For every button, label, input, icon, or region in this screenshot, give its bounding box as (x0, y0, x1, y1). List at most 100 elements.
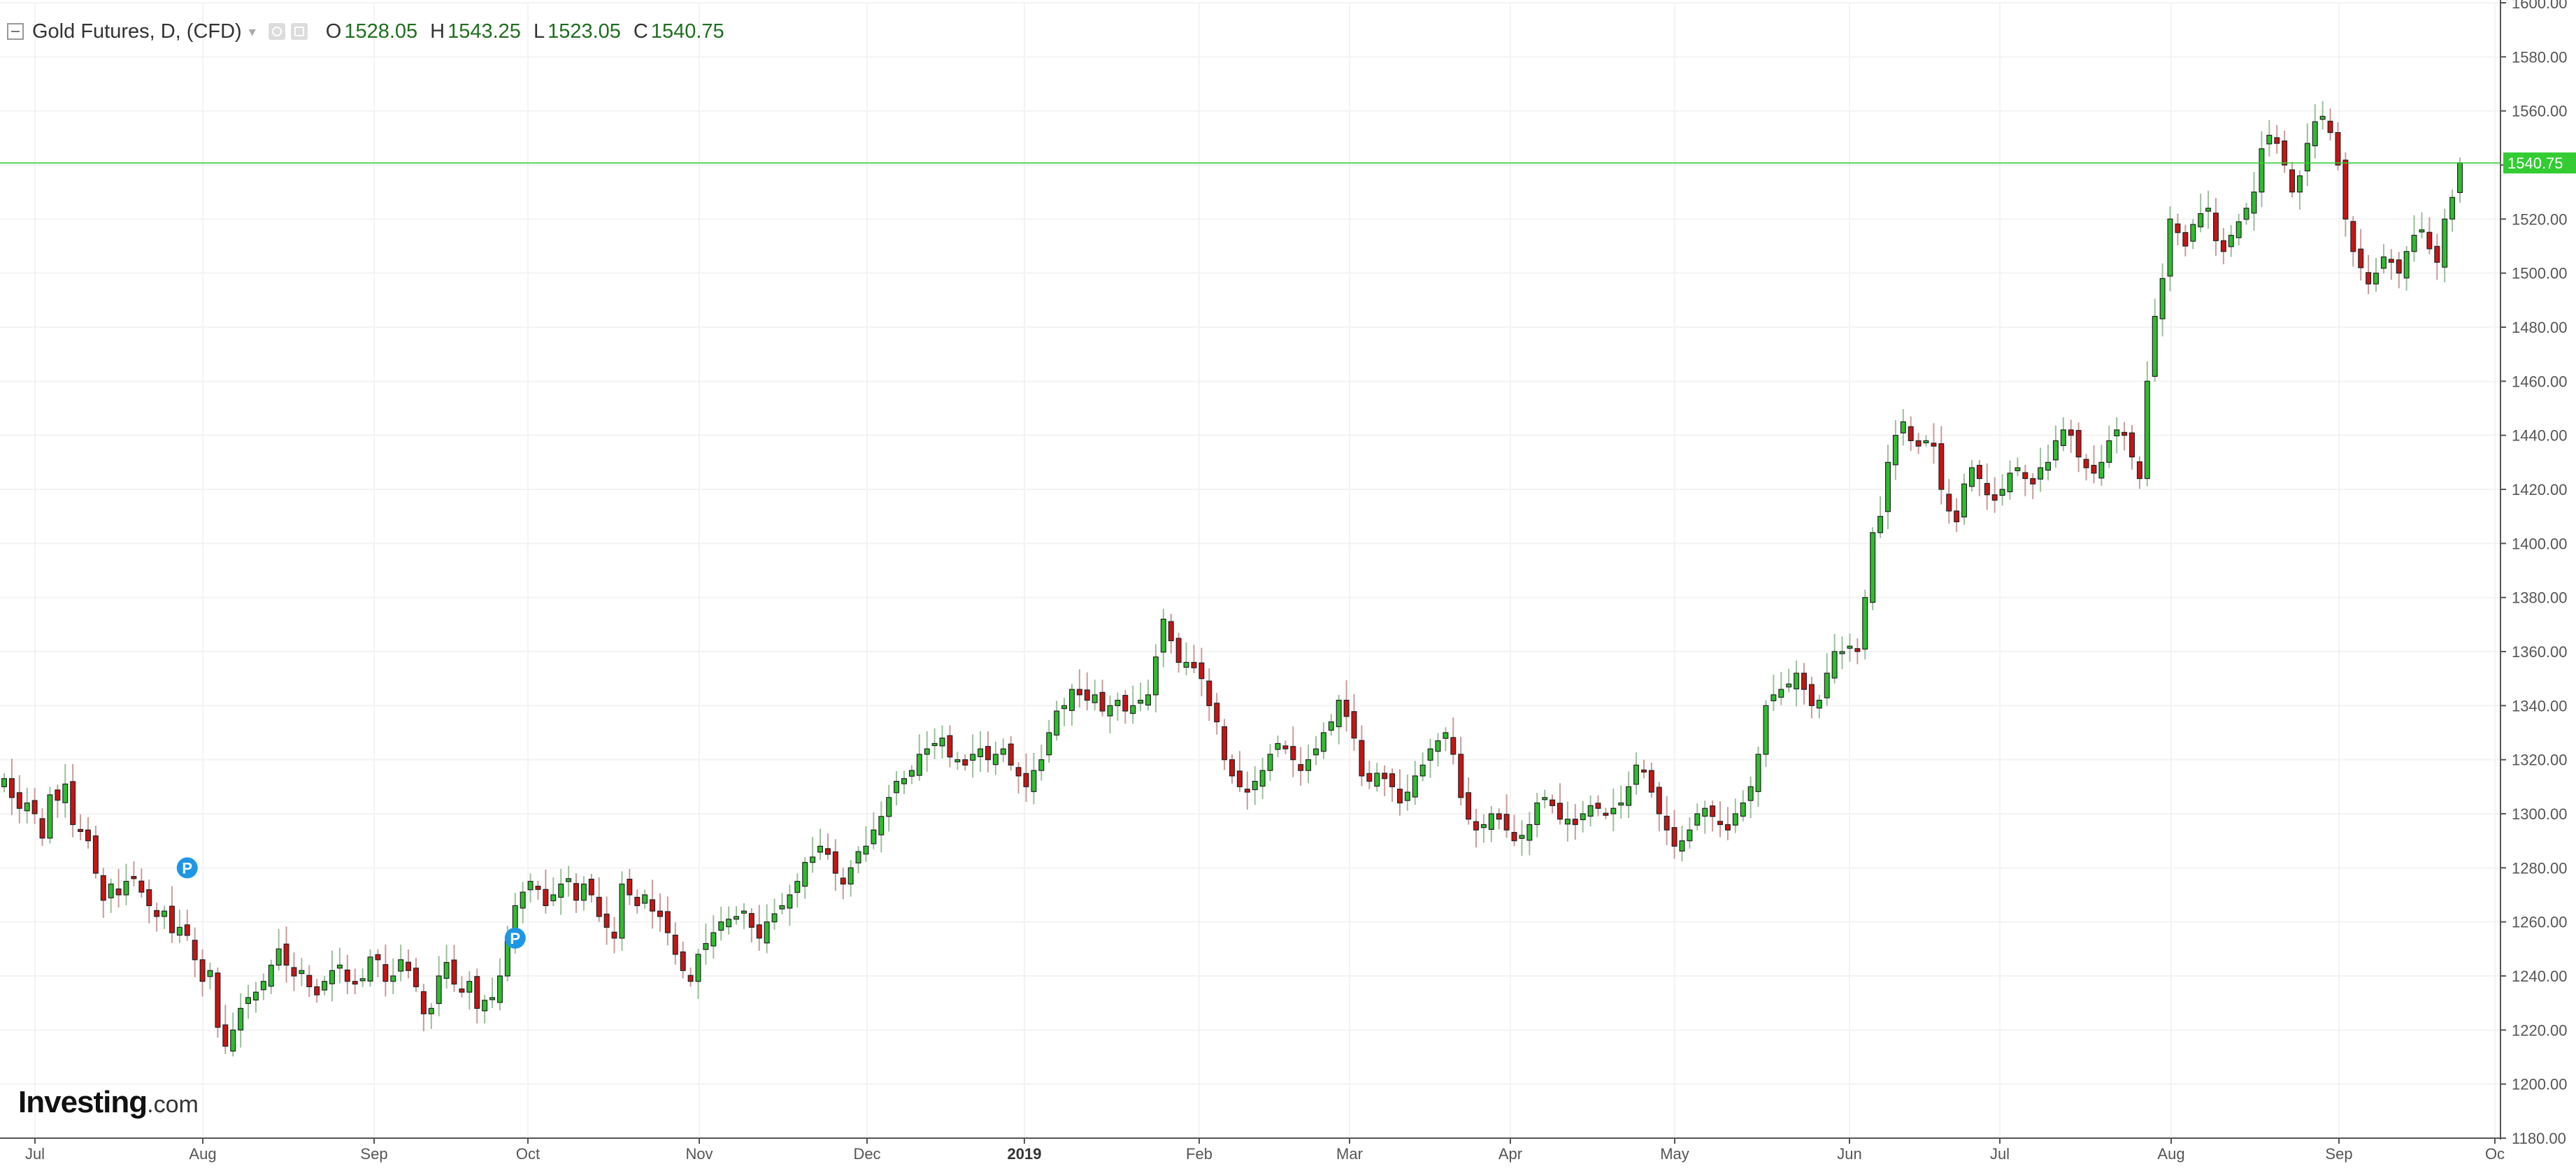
candle-body (8, 778, 15, 798)
candle-body (642, 894, 648, 904)
candle-body (1648, 770, 1654, 793)
candle (1724, 807, 1731, 840)
candle (954, 752, 961, 770)
candle (62, 763, 69, 818)
candle (2015, 457, 2021, 477)
symbol-label[interactable]: Gold Futures, D, (CFD) (32, 20, 242, 43)
candle-body (138, 880, 145, 893)
candle (291, 952, 297, 991)
candle (1648, 762, 1654, 798)
candle-body (1870, 532, 1876, 603)
candle-body (1152, 656, 1159, 696)
chevron-down-icon[interactable]: ▾ (248, 24, 256, 40)
candle-body (1267, 754, 1273, 771)
candle (2373, 258, 2380, 292)
candle-body (2007, 473, 2013, 493)
candle-body (2167, 218, 2173, 277)
candle (459, 976, 465, 998)
candle (1534, 792, 1540, 838)
candle (1550, 794, 1556, 814)
candle (2235, 213, 2242, 246)
candle-body (2434, 245, 2440, 263)
candle (771, 898, 778, 930)
candle (1343, 680, 1350, 732)
event-marker[interactable]: P (504, 927, 526, 949)
settings-icon[interactable] (290, 23, 308, 40)
candle-body (1687, 829, 1693, 842)
candle (726, 906, 732, 935)
candle (85, 817, 91, 849)
candle (871, 812, 877, 849)
marker-circle (504, 927, 526, 949)
candle (1854, 638, 1861, 665)
candle-body (687, 975, 694, 982)
candle (1038, 745, 1045, 781)
candle (192, 927, 198, 977)
candle-body (420, 991, 427, 1014)
candle (1488, 805, 1494, 842)
candle (1702, 800, 1708, 834)
candle (1435, 733, 1441, 767)
candle-body (1488, 813, 1494, 831)
candle-body (1396, 789, 1403, 804)
candle-body (1755, 754, 1761, 792)
candle (2449, 189, 2456, 232)
candle (78, 814, 84, 840)
candle (740, 903, 747, 930)
candle (2327, 108, 2333, 141)
candle (1991, 477, 1998, 513)
candle (1786, 668, 1792, 693)
candle-body (1640, 769, 1647, 773)
candle-body (1564, 819, 1570, 825)
candle (1061, 698, 1068, 726)
candle-body (695, 954, 701, 982)
candle-body (2380, 256, 2387, 269)
candle (55, 784, 61, 818)
candle-body (1054, 710, 1060, 736)
candle-body (894, 780, 900, 793)
candle-body (771, 913, 778, 923)
candle-body (1023, 773, 1029, 787)
investing-logo: Investing.com (18, 1085, 199, 1119)
candle (817, 828, 824, 861)
x-tick-label: Oc (2485, 1145, 2505, 1163)
candle (619, 871, 625, 951)
candle-body (1435, 740, 1441, 752)
candle (2319, 101, 2326, 130)
candle (1443, 727, 1449, 752)
candle (1885, 445, 1891, 529)
candle-body (2342, 159, 2349, 220)
candle (1222, 719, 1228, 770)
candle-body (413, 968, 419, 988)
candle-body (1076, 689, 1082, 696)
candle (947, 725, 953, 768)
candle-body (406, 961, 412, 971)
visibility-icon[interactable] (268, 23, 285, 40)
close-value: C 1540.75 (633, 20, 724, 43)
candle (535, 880, 541, 900)
candle-body (1954, 510, 1960, 523)
candle (1694, 803, 1701, 831)
candle-body (47, 794, 53, 839)
candle-body (970, 754, 976, 761)
candle (2022, 464, 2028, 496)
event-marker[interactable]: P (176, 857, 198, 879)
candle-body (847, 867, 854, 885)
collapse-icon[interactable] (7, 23, 24, 40)
candle-body (489, 997, 496, 1000)
candle-body (558, 883, 564, 898)
candle (1404, 774, 1410, 811)
candle (382, 944, 389, 997)
candle (1717, 801, 1724, 838)
x-tick-label: Sep (2325, 1145, 2352, 1163)
candle-body (1710, 805, 1716, 817)
candle (359, 968, 366, 987)
candle-body (245, 997, 251, 1005)
x-tick-label: May (1660, 1145, 1689, 1163)
candle (375, 949, 381, 977)
candle (1412, 761, 1418, 805)
high-value: H 1543.25 (430, 20, 521, 43)
candle-body (2091, 464, 2097, 474)
